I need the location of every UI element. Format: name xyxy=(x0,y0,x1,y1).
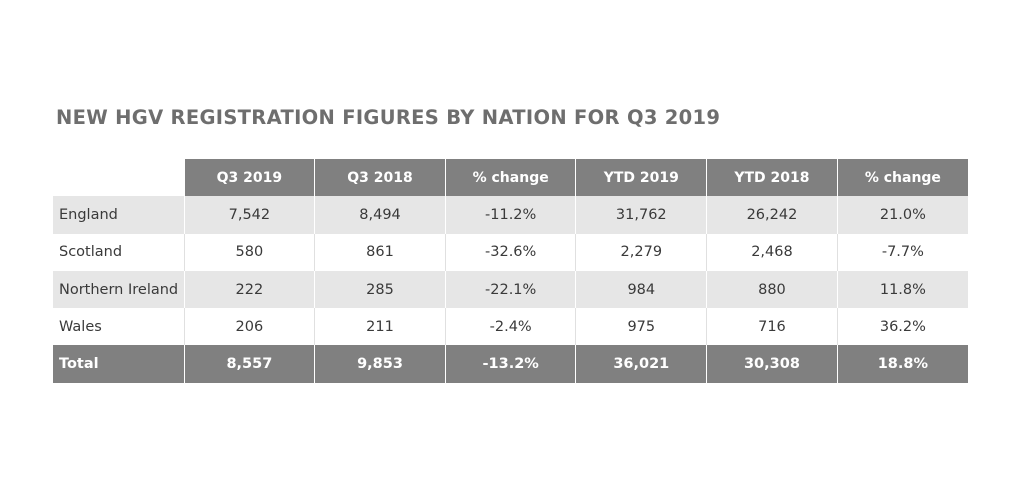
header-ytd-2018: YTD 2018 xyxy=(706,159,838,197)
table-cell: 580 xyxy=(183,233,315,271)
table-cell: -7.7% xyxy=(836,233,968,271)
table-row: England 7,542 8,494 -11.2% 31,762 26,242… xyxy=(53,196,968,234)
table-cell: 2,468 xyxy=(706,233,838,271)
table-cell: 716 xyxy=(706,308,838,346)
row-label: Northern Ireland xyxy=(53,270,185,309)
header-ytd-change: % change xyxy=(836,159,968,197)
table-cell: 9,853 xyxy=(314,345,446,383)
table-row: Northern Ireland 222 285 -22.1% 984 880 … xyxy=(53,270,968,309)
table-cell: 11.8% xyxy=(836,270,968,309)
total-label: Total xyxy=(53,345,185,383)
table-cell: 26,242 xyxy=(706,196,838,234)
header-q3-change: % change xyxy=(444,159,576,197)
table-cell: 984 xyxy=(575,270,707,309)
row-label: Wales xyxy=(53,308,185,346)
table-cell: -13.2% xyxy=(444,345,576,383)
table-header-row: Q3 2019 Q3 2018 % change YTD 2019 YTD 20… xyxy=(53,159,968,197)
table-cell: 880 xyxy=(706,270,838,309)
table-cell: 2,279 xyxy=(575,233,707,271)
table-cell: 36.2% xyxy=(836,308,968,346)
table-cell: -32.6% xyxy=(444,233,576,271)
table-cell: 861 xyxy=(314,233,446,271)
total-row: Total 8,557 9,853 -13.2% 36,021 30,308 1… xyxy=(53,345,968,383)
table-cell: 285 xyxy=(314,270,446,309)
header-q3-2018: Q3 2018 xyxy=(314,159,446,197)
table-cell: 8,494 xyxy=(314,196,446,234)
table-cell: 7,542 xyxy=(183,196,315,234)
table-cell: -2.4% xyxy=(444,308,576,346)
table-cell: 30,308 xyxy=(706,345,838,383)
header-cell-empty xyxy=(53,159,184,196)
table-cell: 21.0% xyxy=(836,196,968,234)
table-row: Wales 206 211 -2.4% 975 716 36.2% xyxy=(53,308,968,346)
table-cell: -11.2% xyxy=(444,196,576,234)
table-cell: 31,762 xyxy=(575,196,707,234)
table-cell: 8,557 xyxy=(183,345,315,383)
table-cell: 222 xyxy=(183,270,315,309)
page-title: NEW HGV REGISTRATION FIGURES BY NATION F… xyxy=(56,106,721,129)
table-cell: 975 xyxy=(575,308,707,346)
row-label: Scotland xyxy=(53,233,185,271)
registration-table: Q3 2019 Q3 2018 % change YTD 2019 YTD 20… xyxy=(53,159,968,383)
table-cell: 206 xyxy=(183,308,315,346)
header-ytd-2019: YTD 2019 xyxy=(575,159,707,197)
table-row: Scotland 580 861 -32.6% 2,279 2,468 -7.7… xyxy=(53,233,968,271)
header-q3-2019: Q3 2019 xyxy=(183,159,315,197)
table-cell: 36,021 xyxy=(575,345,707,383)
row-label: England xyxy=(53,196,185,234)
table-cell: -22.1% xyxy=(444,270,576,309)
table-cell: 211 xyxy=(314,308,446,346)
table-cell: 18.8% xyxy=(836,345,968,383)
